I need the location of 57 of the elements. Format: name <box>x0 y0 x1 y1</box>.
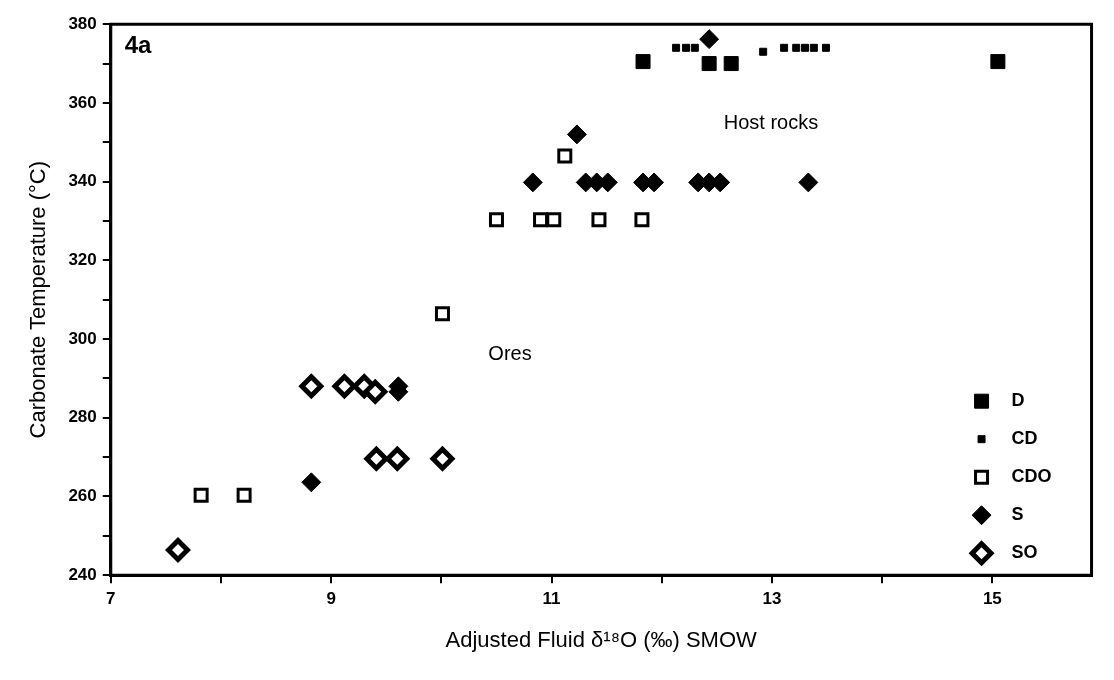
x-tick-label: 9 <box>326 589 336 609</box>
point <box>533 212 549 228</box>
point <box>363 379 388 404</box>
point <box>798 172 819 193</box>
annotation: Ores <box>488 342 532 365</box>
annotation: 4a <box>124 30 153 58</box>
y-tick-label: 300 <box>68 328 97 348</box>
point <box>634 212 650 228</box>
point <box>682 43 691 52</box>
y-tick-label: 320 <box>68 250 97 270</box>
y-tick-label: 340 <box>68 171 97 191</box>
point <box>385 446 410 471</box>
point <box>759 47 768 56</box>
y-axis-title: Carbonate Temperature (°C) <box>25 161 51 439</box>
x-tick-label: 7 <box>106 589 116 609</box>
point <box>434 306 450 322</box>
legend-label: S <box>1011 504 1024 525</box>
x-tick-label: 13 <box>762 589 782 609</box>
legend-label: CD <box>1011 428 1038 449</box>
point <box>301 472 322 493</box>
y-tick-label: 240 <box>68 564 97 584</box>
point <box>699 29 720 50</box>
y-tick-label: 260 <box>68 486 97 506</box>
y-tick-label: 380 <box>68 13 97 33</box>
point <box>332 374 357 399</box>
point <box>430 446 455 471</box>
point <box>792 43 801 52</box>
point <box>193 487 209 503</box>
legend-label: D <box>1011 390 1025 411</box>
point <box>801 43 810 52</box>
point <box>809 43 818 52</box>
point <box>672 43 681 52</box>
y-tick-label: 360 <box>68 92 97 112</box>
point <box>566 124 587 145</box>
point <box>591 212 607 228</box>
point <box>299 374 324 399</box>
point <box>166 538 190 562</box>
point <box>723 56 739 72</box>
point <box>557 148 573 164</box>
point <box>701 56 717 72</box>
point <box>236 487 252 503</box>
x-tick-label: 15 <box>982 589 1002 609</box>
point <box>690 43 699 52</box>
point <box>546 212 562 228</box>
point <box>990 54 1006 70</box>
point <box>522 172 543 193</box>
annotation: Host rocks <box>723 110 819 133</box>
point <box>364 446 389 471</box>
point <box>821 43 830 52</box>
legend-label: CDO <box>1011 466 1052 487</box>
x-axis-title: Adjusted Fluid δ¹⁸O (‰) SMOW <box>445 626 758 652</box>
point <box>780 43 789 52</box>
x-tick-label: 11 <box>542 589 561 609</box>
point <box>635 54 651 70</box>
legend-label: SO <box>1011 542 1038 563</box>
y-tick-label: 280 <box>68 407 97 427</box>
point <box>488 212 504 228</box>
